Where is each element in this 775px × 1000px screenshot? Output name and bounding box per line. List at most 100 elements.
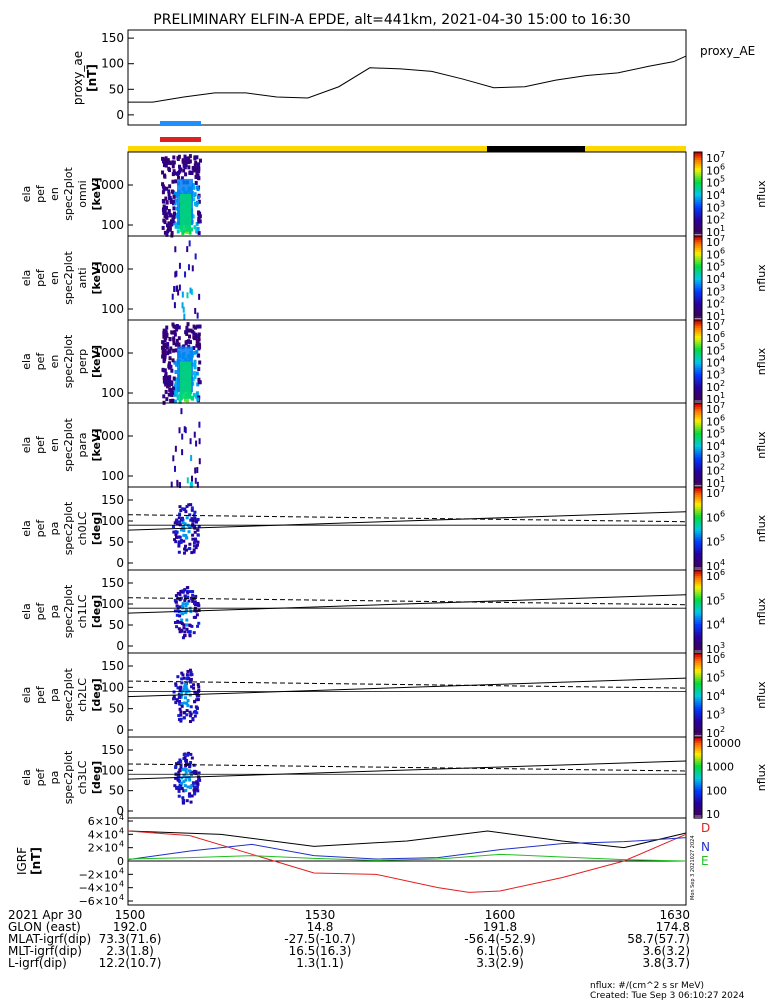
spectrogram-cell — [167, 221, 171, 226]
created-stamp: Created: Tue Sep 3 06:10:27 2024 — [590, 991, 745, 1000]
colorbar-segment — [694, 733, 702, 735]
pa-cell — [195, 786, 199, 790]
pa-cell — [194, 615, 198, 619]
pa-cell — [182, 687, 186, 691]
loss-cone-solid — [127, 594, 687, 614]
spectrogram-cell — [198, 214, 202, 219]
pa-cell — [188, 763, 192, 767]
spectrogram-cell — [177, 336, 181, 341]
spectrogram-cell — [164, 196, 168, 201]
colorbar-segment — [694, 431, 702, 433]
panel-ytick-label: 100 — [101, 514, 124, 528]
colorbar-segment — [694, 417, 702, 419]
colorbar-segment — [694, 531, 702, 533]
proxy-ae-yunit: [nT] — [85, 64, 99, 92]
colorbar-segment — [694, 330, 702, 332]
pa-cell — [174, 683, 178, 687]
spectrogram-cell — [177, 224, 181, 229]
pa-cell — [195, 785, 199, 789]
spectrogram-cell — [188, 240, 191, 247]
pa-cell — [189, 800, 193, 804]
figure-title: PRELIMINARY ELFIN-A EPDE, alt=441km, 202… — [153, 12, 630, 28]
colorbar-segment — [694, 413, 702, 415]
spectrogram-panel: ela pef pa spec2plot ch3LC [deg] 150 100 50 0 1000… — [20, 736, 768, 821]
pa-cell — [196, 540, 200, 544]
colorbar-tick-exp: 5 — [720, 259, 725, 268]
spectrogram-cell — [174, 369, 178, 374]
spectrogram-cell — [172, 215, 176, 220]
spectrogram-cell — [176, 156, 180, 161]
footer-row-value: 58.7(57.7) — [627, 932, 690, 946]
pa-cell — [172, 530, 176, 534]
pa-cell — [178, 593, 182, 597]
pa-cell — [177, 794, 181, 798]
pa-cell — [194, 594, 198, 598]
colorbar-segment — [694, 681, 702, 683]
pa-cell — [190, 685, 194, 689]
pa-cell — [180, 604, 184, 608]
colorbar-segment — [694, 266, 702, 268]
spectrogram-cell — [174, 179, 178, 184]
colorbar-segment — [694, 268, 702, 270]
colorbar-segment — [694, 626, 702, 628]
colorbar-segment — [694, 765, 702, 767]
pa-cell — [179, 713, 183, 717]
panel-ylabel-line: pa — [48, 605, 61, 619]
colorbar-segment — [694, 489, 702, 491]
spectrogram-cell — [172, 455, 175, 462]
spectrogram-cell — [168, 196, 172, 201]
loss-cone-solid — [127, 760, 687, 780]
panel-frame — [127, 569, 687, 654]
colorbar-segment — [694, 665, 702, 667]
colorbar-segment — [694, 372, 702, 374]
spectrogram-cell — [180, 408, 183, 415]
spectrogram-cell — [165, 205, 169, 210]
colorbar-segment — [694, 745, 702, 747]
pa-cell — [174, 600, 178, 604]
spectrogram-cell — [161, 170, 165, 175]
colorbar-segment — [694, 739, 702, 741]
pa-cell — [196, 624, 200, 628]
colorbar-tick-label: 10 — [706, 487, 720, 500]
pa-cell — [184, 788, 188, 792]
colorbar-segment — [694, 429, 702, 431]
colorbar-segment — [694, 809, 702, 811]
spectrogram-cell — [163, 342, 167, 347]
pa-cell — [184, 778, 188, 782]
colorbar-segment — [694, 773, 702, 775]
colorbar-segment — [694, 162, 702, 164]
spectrogram-cell — [163, 230, 167, 235]
spectrogram-cell — [163, 332, 167, 337]
pa-cell — [193, 516, 197, 520]
proxy-ae-ylabel: proxy_ae — [71, 51, 85, 105]
spectrogram-cell — [177, 289, 180, 296]
colorbar-tick-label: 10 — [706, 226, 720, 239]
pa-cell — [182, 527, 186, 531]
colorbar-segment — [694, 711, 702, 713]
panel-ylabel-line: [deg] — [90, 678, 103, 711]
colorbar-segment — [694, 671, 702, 673]
spectrogram-cell — [162, 375, 166, 380]
colorbar-tick-label: 10 — [706, 465, 720, 478]
panel-ylabel-line: [deg] — [90, 512, 103, 545]
colorbar-segment — [694, 721, 702, 723]
colorbar-segment — [694, 194, 702, 196]
pa-cell — [190, 794, 194, 798]
pa-cell — [186, 669, 190, 673]
pa-cell — [177, 785, 181, 789]
pa-cell — [187, 530, 191, 534]
colorbar-segment — [694, 160, 702, 162]
pa-cell — [186, 630, 190, 634]
colorbar-segment — [694, 216, 702, 218]
panel-ytick-label: 150 — [101, 576, 124, 590]
colorbar-tick-label: 10 — [706, 690, 720, 703]
spectrogram-cell — [174, 445, 177, 452]
spectrogram-cell — [196, 164, 200, 169]
colorbar-tick-exp: 6 — [720, 330, 725, 339]
spectrogram-cell — [166, 342, 170, 347]
colorbar-segment — [694, 503, 702, 505]
pa-cell — [173, 521, 177, 525]
colorbar-segment — [694, 549, 702, 551]
footer-row-value: 73.3(71.6) — [99, 932, 162, 946]
colorbar-label: nflux — [755, 514, 768, 542]
